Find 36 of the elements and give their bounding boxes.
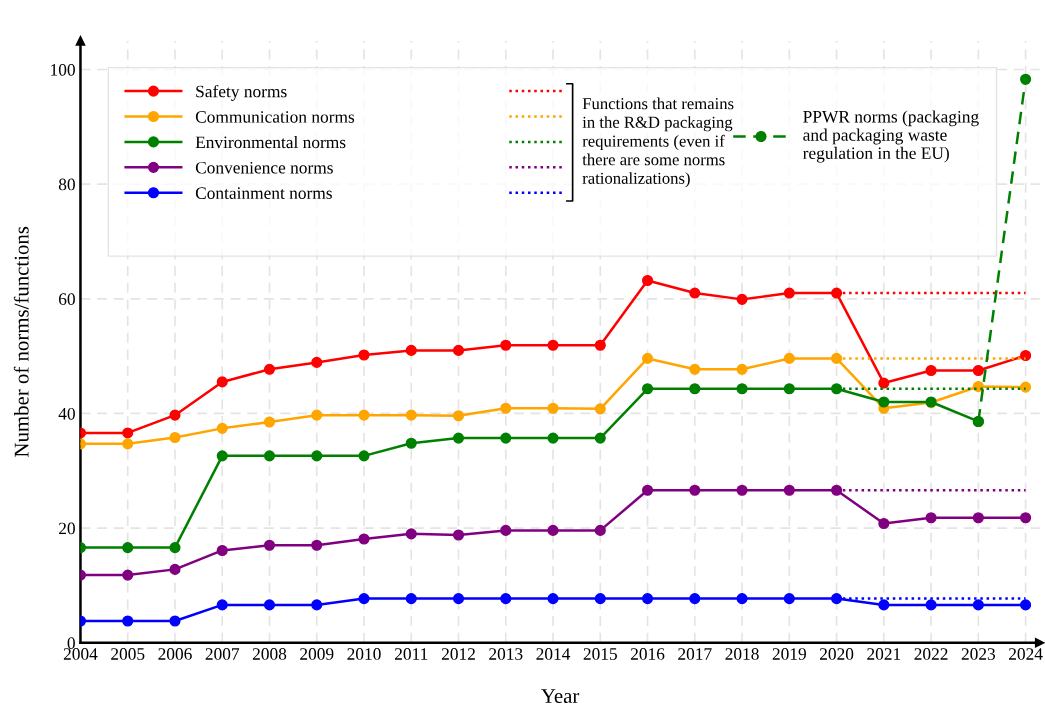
x-tick-label: 2014 (536, 648, 571, 660)
x-tick-label: 2022 (914, 648, 948, 660)
x-tick-label: 2017 (678, 648, 712, 660)
y-tick-label: 20 (59, 522, 75, 535)
y-axis-title: Number of norms/functions (13, 226, 29, 457)
x-tick-label: 2016 (630, 648, 665, 660)
x-tick-label: 2004 (63, 648, 98, 660)
y-tick-label: 0 (67, 637, 75, 649)
legend-label: Environmental norms (195, 135, 346, 149)
x-tick-label: 2008 (252, 648, 287, 660)
x-tick-label: 2018 (725, 648, 759, 660)
x-tick-label: 2021 (867, 648, 901, 660)
x-tick-label: 2012 (441, 648, 475, 660)
x-tick-label: 2024 (1009, 648, 1043, 660)
legend-label: PPWR norms (packaging and packaging waste regulation in the EU) (803, 110, 979, 163)
y-tick-label: 60 (58, 293, 75, 305)
x-tick-label: 2019 (772, 648, 806, 660)
x-tick-label: 2006 (158, 648, 192, 660)
x-tick-label: 2011 (394, 648, 428, 660)
x-tick-label: 2009 (300, 648, 334, 660)
x-tick-label: 2015 (583, 648, 617, 660)
y-tick-label: 80 (58, 178, 75, 191)
x-tick-label: 2023 (961, 648, 996, 660)
x-tick-label: 2005 (111, 648, 145, 660)
legend-label: Safety norms (196, 84, 287, 101)
annotation: Functions that remains in the R&D packaging requirements (even if there are some norms rationalizations) (582, 97, 734, 188)
x-tick-label: 2007 (205, 648, 240, 660)
legend-label: Communication norms (195, 111, 355, 123)
x-tick-label: 2013 (489, 648, 523, 660)
x-tick-label: 2020 (819, 648, 854, 660)
x-tick-label: 2010 (347, 648, 381, 660)
y-tick-label: 100 (51, 63, 75, 76)
y-tick-label: 40 (58, 407, 75, 420)
legend-label: Containment norms (195, 187, 332, 199)
x-axis-title: Year (541, 689, 580, 704)
legend-label: Convenience norms (195, 161, 333, 174)
